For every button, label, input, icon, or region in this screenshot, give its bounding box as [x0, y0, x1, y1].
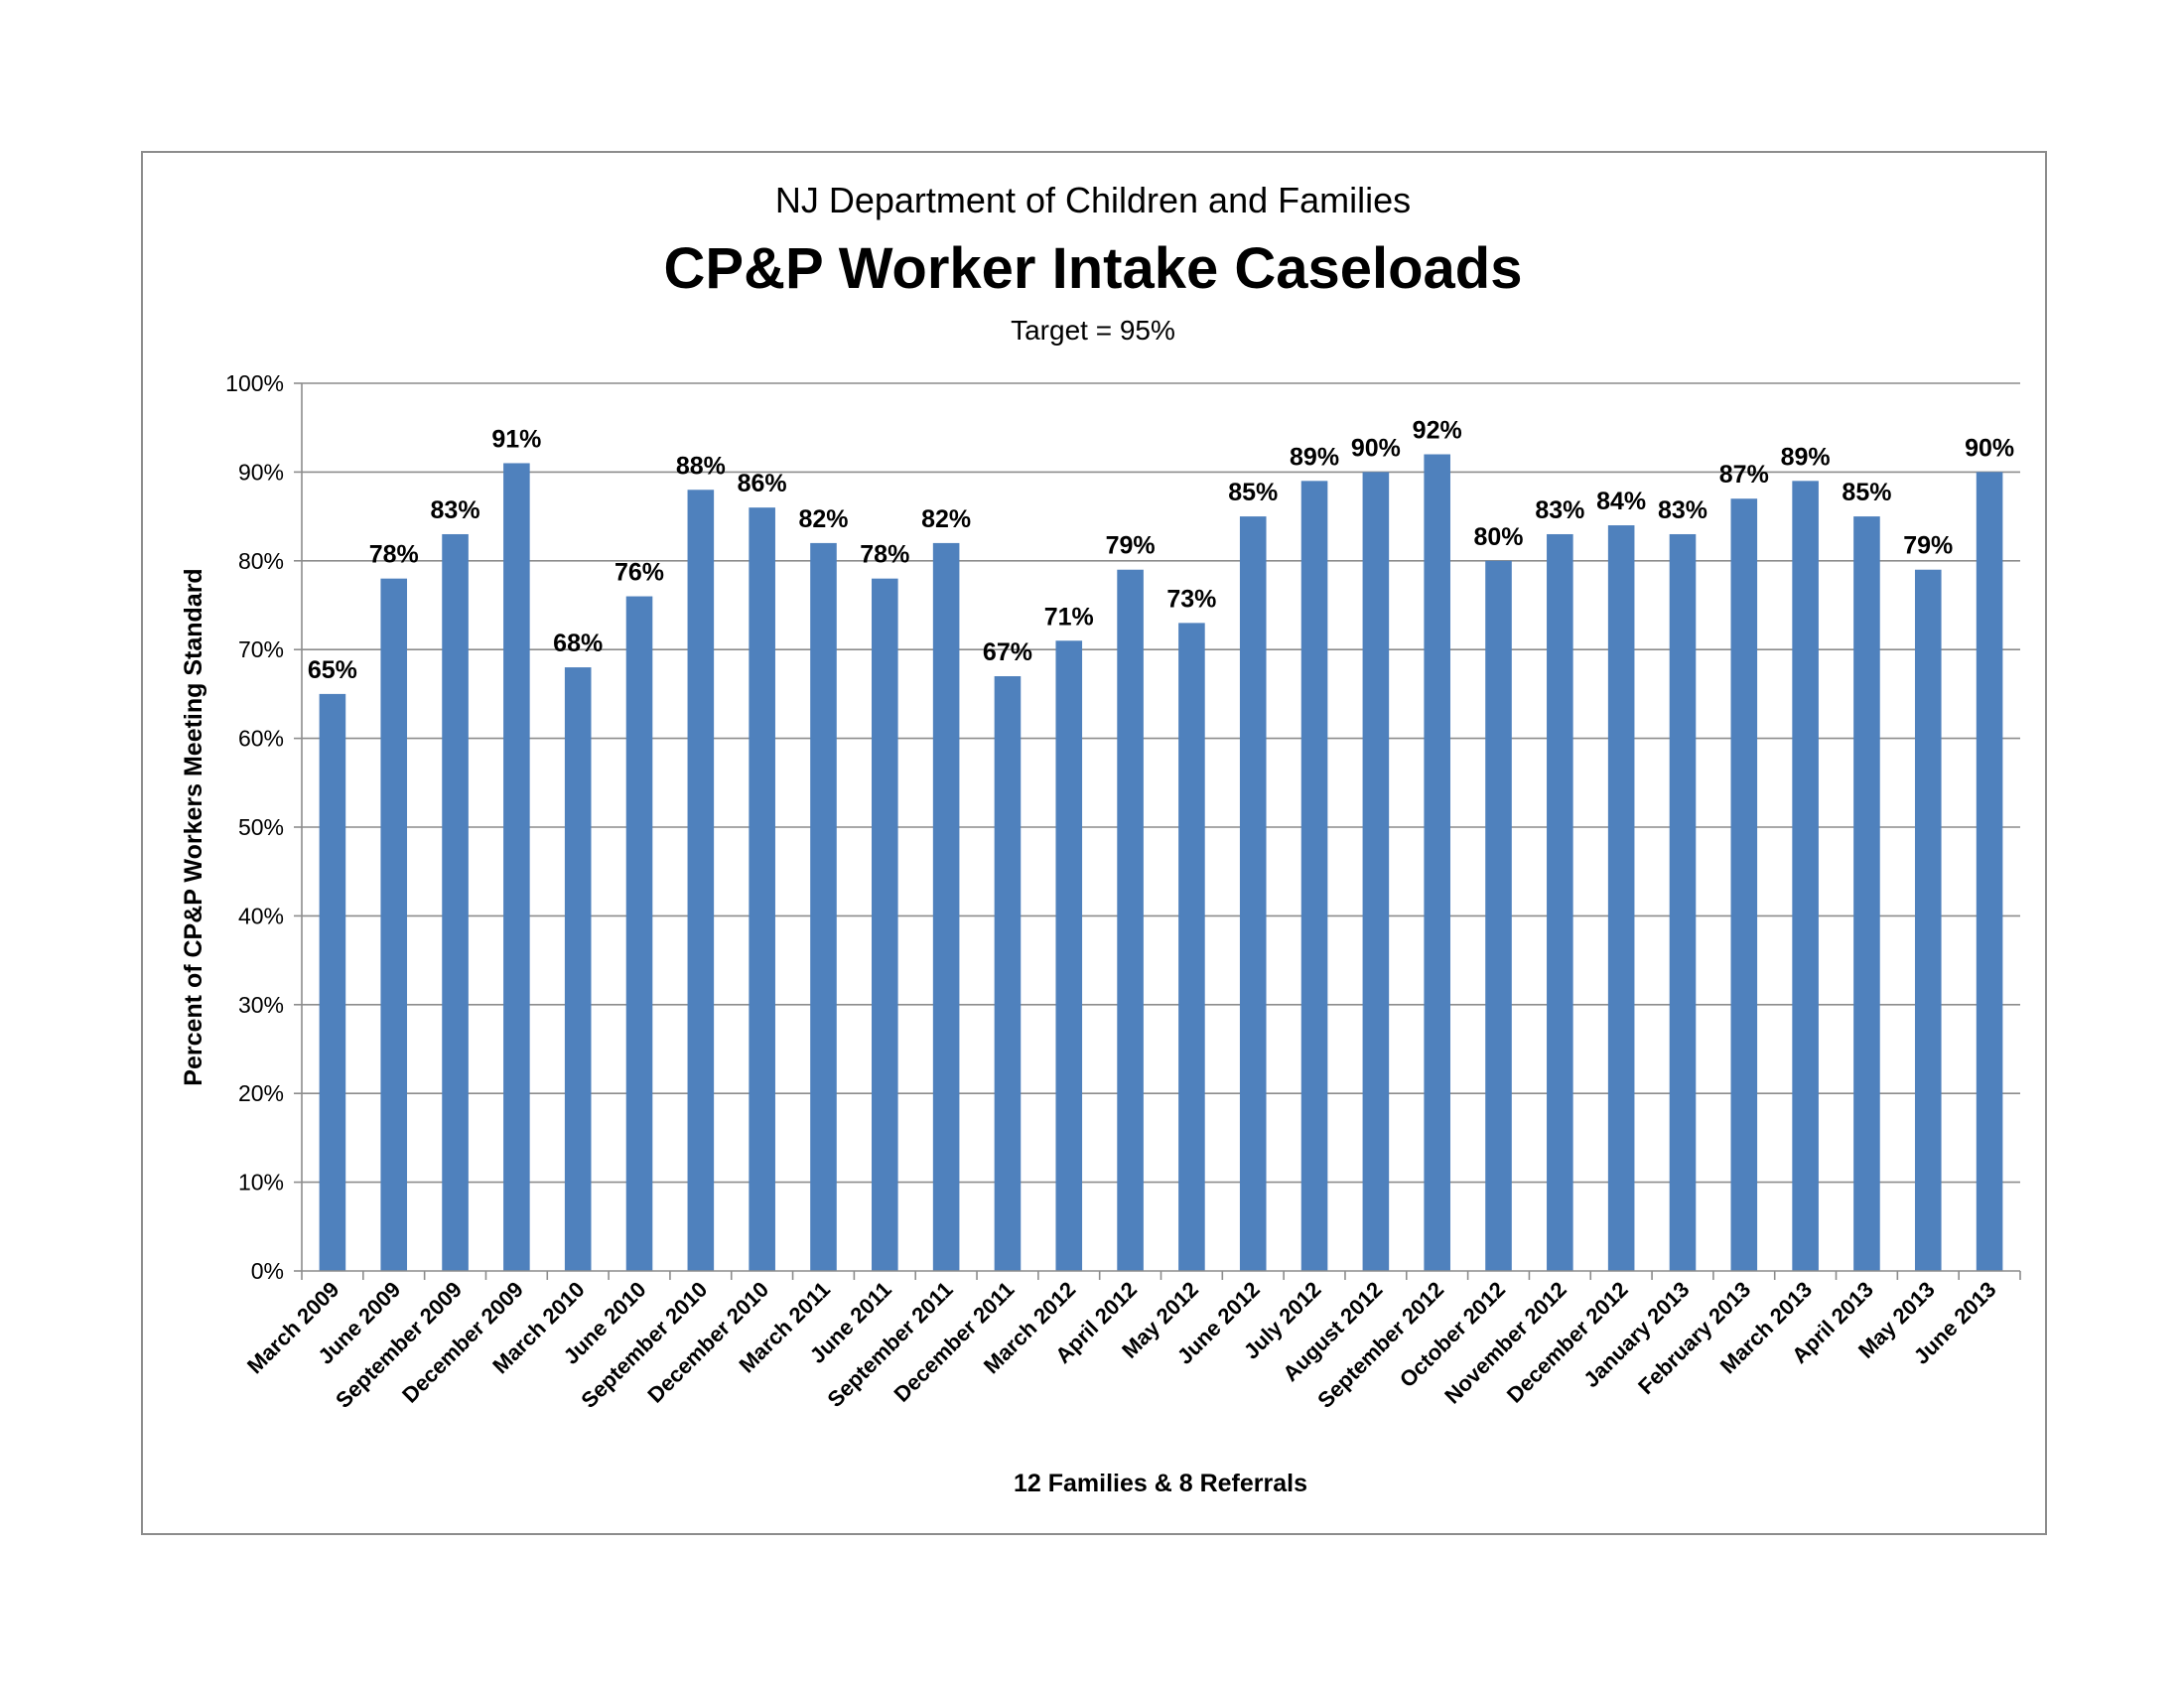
data-label: 79%: [1903, 532, 1953, 560]
data-label: 89%: [1290, 443, 1339, 471]
bar: [1424, 454, 1450, 1271]
axes: [294, 382, 2021, 1280]
y-axis-title: Percent of CP&P Workers Meeting Standard: [180, 568, 207, 1085]
data-label: 83%: [1658, 496, 1707, 524]
data-label: 86%: [738, 470, 787, 497]
data-label: 83%: [1535, 496, 1584, 524]
data-label: 91%: [491, 425, 541, 453]
y-tick-label: 20%: [238, 1080, 284, 1106]
bar: [1300, 481, 1328, 1272]
y-tick-label: 10%: [238, 1170, 284, 1196]
y-tick-label: 100%: [225, 370, 284, 396]
data-label: 78%: [369, 541, 419, 569]
data-labels: 65% 78% 83% 91% 68% 76% 88% 86% 82% 78% 82% 67% 71% 7…: [308, 417, 2014, 684]
bars: [319, 454, 2003, 1272]
data-label: 88%: [676, 452, 726, 480]
data-label: 79%: [1106, 532, 1156, 560]
bar: [1055, 640, 1083, 1271]
data-label: 83%: [431, 496, 480, 524]
data-label: 90%: [1965, 434, 2014, 462]
y-tick-label: 0%: [251, 1258, 284, 1284]
bar: [1914, 569, 1942, 1271]
bar: [749, 507, 775, 1271]
bar: [503, 463, 530, 1272]
chart-title-top: NJ Department of Children and Families: [775, 180, 1411, 220]
bar: [994, 676, 1022, 1271]
bar: [1485, 560, 1512, 1271]
data-label: 67%: [983, 638, 1032, 666]
bar: [1730, 498, 1758, 1272]
x-tick-label: October 2012: [1395, 1277, 1510, 1392]
y-tick-label: 40%: [238, 903, 284, 928]
data-label: 71%: [1044, 603, 1094, 631]
gridlines: [302, 382, 2020, 1184]
bar: [1362, 472, 1390, 1271]
data-label: 92%: [1413, 417, 1462, 445]
y-tick-label: 50%: [238, 814, 284, 840]
bar: [442, 533, 469, 1271]
data-label: 85%: [1842, 479, 1891, 506]
data-label: 90%: [1351, 434, 1401, 462]
y-axis-ticks: 0% 10% 20% 30% 40% 50% 60% 70% 80% 90% 100%: [225, 370, 284, 1284]
y-tick-label: 90%: [238, 459, 284, 485]
bar: [1607, 525, 1635, 1271]
data-label: 68%: [553, 630, 603, 657]
bar: [625, 596, 653, 1271]
bar: [932, 542, 960, 1271]
bar: [1178, 623, 1205, 1271]
y-tick-label: 60%: [238, 726, 284, 752]
bar: [872, 578, 898, 1271]
y-tick-label: 30%: [238, 992, 284, 1018]
bar: [380, 578, 408, 1271]
data-label: 89%: [1781, 443, 1831, 471]
data-label: 80%: [1473, 523, 1523, 551]
bar: [687, 490, 715, 1271]
bar: [319, 693, 346, 1271]
x-tick-label: January 2013: [1578, 1277, 1694, 1392]
data-label: 82%: [798, 505, 848, 533]
data-label: 76%: [614, 559, 664, 587]
bar: [810, 542, 837, 1271]
data-label: 82%: [921, 505, 971, 533]
chart-title: CP&P Worker Intake Caseloads: [664, 236, 1523, 301]
bar: [1976, 472, 2003, 1271]
x-axis-title: 12 Families & 8 Referrals: [1014, 1470, 1307, 1497]
data-label: 65%: [308, 656, 357, 684]
bar: [1547, 533, 1573, 1271]
data-label: 78%: [860, 541, 909, 569]
bar: [564, 667, 592, 1271]
chart-subtitle: Target = 95%: [1011, 315, 1175, 346]
data-label: 85%: [1228, 479, 1278, 506]
data-label: 84%: [1596, 488, 1646, 515]
y-tick-label: 80%: [238, 548, 284, 574]
bar: [1117, 569, 1144, 1271]
bar: [1669, 533, 1697, 1271]
bar: [1239, 516, 1267, 1271]
y-tick-label: 70%: [238, 636, 284, 662]
data-label: 87%: [1719, 461, 1769, 489]
bar: [1853, 516, 1880, 1271]
data-label: 73%: [1166, 585, 1216, 613]
bar: [1792, 481, 1819, 1272]
